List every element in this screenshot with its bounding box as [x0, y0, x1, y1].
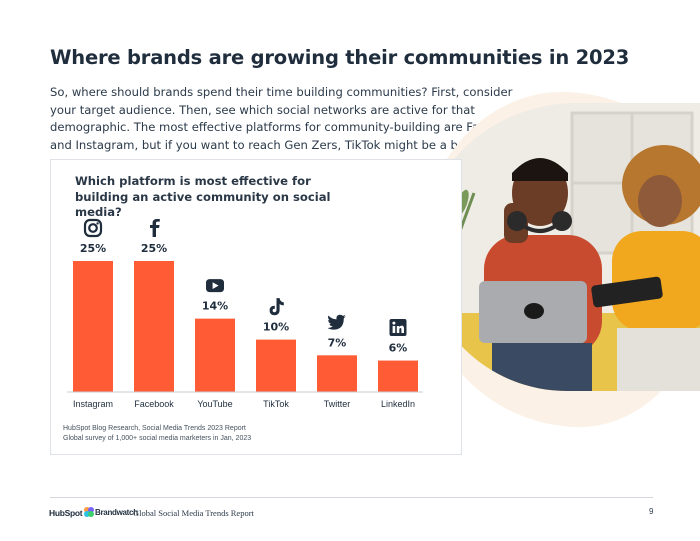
value-label-twitter: 7%: [328, 336, 347, 349]
tiktok-icon: [269, 298, 284, 316]
value-label-facebook: 25%: [141, 242, 167, 255]
bar-chart: 25% Instagram 25% Facebook 14% YouTube 10% TikT…: [67, 218, 423, 409]
footer-divider: [50, 497, 653, 498]
chart-card: Which platform is most effective for bui…: [50, 159, 462, 455]
source-line-1: HubSpot Blog Research, Social Media Tren…: [63, 425, 246, 432]
category-label-tiktok: TikTok: [263, 399, 289, 409]
category-label-facebook: Facebook: [134, 399, 174, 409]
value-label-youtube: 14%: [202, 300, 228, 313]
page-title: Where brands are growing their communiti…: [50, 46, 630, 69]
youtube-icon: [206, 279, 224, 293]
instagram-icon: [83, 218, 103, 238]
twitter-icon: [327, 314, 346, 330]
bar-twitter: [317, 355, 357, 392]
brandwatch-logo-mark-icon: [84, 507, 94, 517]
bar-tiktok: [256, 339, 296, 392]
linkedin-icon: [389, 319, 407, 337]
intro-paragraph: So, where should brands spend their time…: [50, 85, 531, 152]
category-label-youtube: YouTube: [197, 399, 232, 409]
value-label-instagram: 25%: [80, 242, 106, 255]
facebook-icon: [150, 219, 160, 237]
category-label-twitter: Twitter: [324, 399, 351, 409]
category-label-instagram: Instagram: [73, 399, 113, 409]
people-photo: [422, 103, 700, 391]
page-number: 9: [649, 507, 654, 516]
report-name: Global Social Media Trends Report: [133, 508, 254, 518]
value-label-linkedin: 6%: [389, 342, 408, 355]
chart-source: HubSpot Blog Research, Social Media Tren…: [63, 424, 251, 443]
brandwatch-logo: Brandwatch: [95, 508, 138, 517]
chart-title: Which platform is most effective for bui…: [75, 174, 331, 219]
bar-linkedin: [378, 360, 418, 392]
bar-youtube: [195, 318, 235, 392]
source-line-2: Global survey of 1,000+ social media mar…: [63, 434, 252, 442]
value-label-tiktok: 10%: [263, 321, 289, 334]
category-label-linkedin: LinkedIn: [381, 399, 415, 409]
bar-instagram: [73, 261, 113, 392]
hubspot-logo: HubSpot: [49, 508, 83, 518]
bar-facebook: [134, 261, 174, 392]
